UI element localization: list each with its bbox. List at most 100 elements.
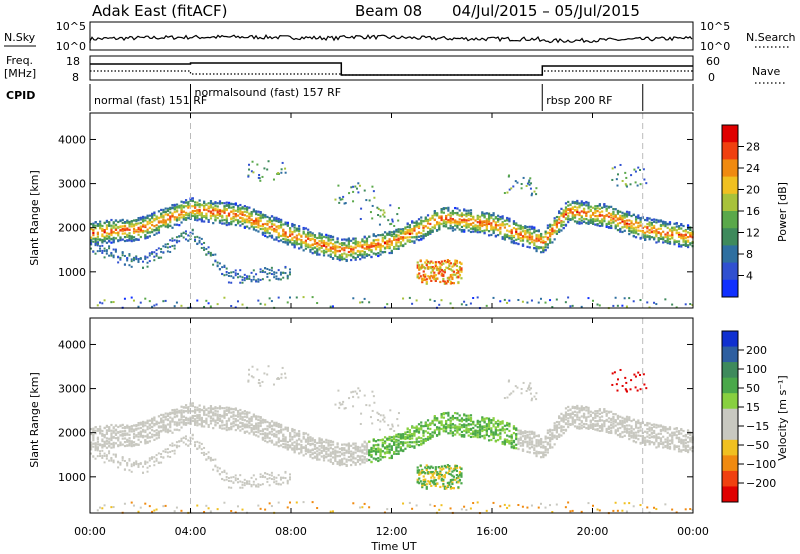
power-cell <box>372 244 375 248</box>
velocity-cell <box>322 445 326 448</box>
power-cell <box>383 215 386 218</box>
power-cell <box>664 235 667 239</box>
power-cell <box>537 229 540 232</box>
power-cell <box>277 296 280 299</box>
power-cell <box>569 203 572 206</box>
power-cell <box>644 236 647 239</box>
power-cell <box>322 254 326 257</box>
power-cell <box>605 224 608 227</box>
power-cell <box>374 248 378 251</box>
velocity-cell <box>365 459 369 462</box>
power-cell <box>123 232 127 235</box>
velocity-cell <box>90 427 93 431</box>
velocity-cell <box>277 474 280 477</box>
power-cell <box>101 229 104 232</box>
power-cell <box>413 225 416 228</box>
power-cell <box>230 275 233 278</box>
velocity-cell <box>128 427 131 430</box>
velocity-cell <box>230 425 233 428</box>
velocity-cell <box>209 405 213 408</box>
power-cell <box>368 253 371 257</box>
power-cell <box>232 276 235 279</box>
power-cell <box>169 208 172 211</box>
power-cell <box>298 233 301 236</box>
velocity-cell <box>270 439 274 442</box>
power-cell <box>340 244 344 247</box>
power-cell <box>419 267 422 270</box>
power-cell <box>291 225 294 228</box>
power-cell <box>499 230 502 233</box>
velocity-cell <box>90 447 92 450</box>
power-cell <box>288 227 292 230</box>
power-cell <box>628 212 631 215</box>
power-cell <box>327 248 330 251</box>
power-cell <box>625 176 628 179</box>
velocity-cell <box>203 413 206 416</box>
power-cell <box>404 230 407 233</box>
power-ytick-label: 3000 <box>58 178 86 191</box>
power-cell <box>377 234 380 237</box>
velocity-cell <box>225 424 228 427</box>
velocity-cell <box>343 448 346 451</box>
power-cell <box>198 239 201 242</box>
velocity-cell <box>142 422 145 426</box>
power-cell <box>427 275 430 278</box>
velocity-cell <box>207 507 210 510</box>
velocity-cell <box>230 509 233 512</box>
power-cell <box>463 219 466 222</box>
power-cell <box>196 299 199 302</box>
power-cell <box>569 207 572 210</box>
power-cell <box>485 212 488 215</box>
power-cell <box>659 235 663 238</box>
velocity-cell <box>322 456 326 460</box>
velocity-cell <box>264 476 267 479</box>
velocity-cell <box>209 459 212 462</box>
power-cell <box>334 244 337 247</box>
power-cell <box>270 225 274 228</box>
velocity-cell <box>105 429 109 432</box>
power-cell <box>277 278 280 281</box>
velocity-cell <box>354 457 357 460</box>
power-cell <box>320 244 323 248</box>
power-cell <box>494 225 497 228</box>
velocity-cell <box>148 427 151 430</box>
power-cell <box>582 207 586 210</box>
power-cell <box>368 246 371 249</box>
power-cell <box>121 238 124 241</box>
power-cell <box>612 217 615 220</box>
velocity-cell <box>327 439 330 442</box>
velocity-cell <box>207 423 210 427</box>
velocity-cell <box>207 455 210 458</box>
power-cell <box>433 275 436 279</box>
power-cell <box>194 213 197 216</box>
velocity-cell <box>110 446 113 449</box>
velocity-cell <box>252 427 256 430</box>
velocity-cell <box>173 410 176 413</box>
power-cell <box>144 225 147 229</box>
power-cell <box>142 231 145 234</box>
velocity-cell <box>182 409 185 413</box>
power-cell <box>361 301 364 304</box>
power-cell <box>101 224 104 228</box>
velocity-cell <box>359 506 362 509</box>
power-cell <box>539 246 543 249</box>
power-cell <box>110 224 113 227</box>
power-cell <box>646 234 649 237</box>
velocity-cell <box>160 426 163 429</box>
power-cell <box>108 245 111 248</box>
power-cell <box>302 241 305 244</box>
power-cell <box>123 297 126 300</box>
power-cell <box>341 198 344 201</box>
power-cell <box>137 216 140 220</box>
power-cell <box>304 233 308 236</box>
velocity-cell <box>236 413 240 416</box>
nsky-right-tick-bottom: 10^0 <box>700 40 730 53</box>
velocity-cell <box>277 437 280 440</box>
power-cell <box>422 235 425 238</box>
power-cell <box>465 222 468 225</box>
velocity-cell <box>164 424 167 427</box>
velocity-cell <box>227 419 231 422</box>
velocity-cell <box>343 454 346 457</box>
power-cell <box>151 251 154 254</box>
power-cell <box>619 221 622 225</box>
